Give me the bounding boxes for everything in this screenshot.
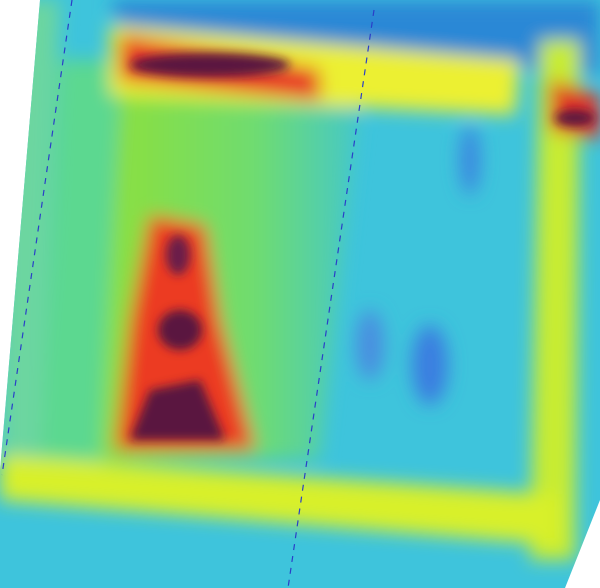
bottom-band [0, 455, 560, 545]
cold-spot [412, 325, 448, 405]
cold-spot [356, 310, 384, 380]
core [555, 110, 595, 126]
core [166, 235, 190, 275]
core [130, 380, 225, 440]
cold-spot [460, 125, 480, 195]
dashed-line [287, 9, 375, 588]
core [158, 310, 202, 350]
cold-band [110, 0, 600, 75]
core [130, 53, 290, 77]
dashed-line [1, 0, 73, 476]
right-band [530, 40, 580, 560]
hot-cores [130, 53, 595, 440]
left-strip [40, 60, 120, 470]
